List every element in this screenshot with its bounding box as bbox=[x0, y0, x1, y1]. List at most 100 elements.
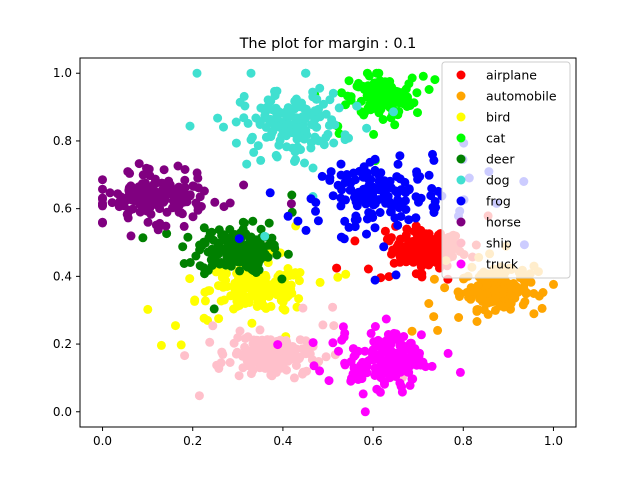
point-deer bbox=[213, 239, 223, 249]
legend-marker bbox=[456, 154, 466, 164]
legend-item-truck: truck bbox=[456, 257, 519, 272]
point-frog bbox=[328, 191, 338, 201]
legend-label: frog bbox=[486, 194, 511, 209]
point-horse bbox=[145, 203, 155, 213]
point-truck bbox=[385, 366, 395, 376]
point-airplane bbox=[420, 231, 430, 241]
point-ship bbox=[291, 361, 301, 370]
point-frog bbox=[433, 186, 443, 196]
point-horse bbox=[137, 202, 147, 212]
point-horse bbox=[239, 180, 249, 190]
point-dog bbox=[310, 115, 320, 125]
point-dog bbox=[300, 158, 309, 168]
point-automobile bbox=[407, 326, 417, 336]
point-horse bbox=[175, 199, 185, 209]
legend-label: automobile bbox=[486, 89, 557, 104]
point-horse bbox=[98, 184, 107, 194]
point-ship bbox=[248, 365, 258, 375]
point-deer bbox=[178, 242, 188, 252]
legend-marker bbox=[456, 217, 466, 227]
point-automobile bbox=[506, 299, 516, 308]
point-deer bbox=[272, 250, 282, 260]
point-frog bbox=[350, 215, 360, 225]
y-tick-label: 0.4 bbox=[53, 269, 72, 283]
point-dog bbox=[310, 106, 320, 116]
point-bird bbox=[214, 281, 223, 291]
point-truck bbox=[357, 368, 366, 377]
legend-label: deer bbox=[486, 152, 515, 167]
point-truck bbox=[399, 364, 409, 374]
point-ship bbox=[298, 367, 308, 377]
point-cat bbox=[409, 98, 419, 108]
point-horse bbox=[162, 207, 172, 217]
point-horse bbox=[179, 221, 189, 231]
point-frog bbox=[393, 220, 403, 230]
point-airplane bbox=[395, 257, 405, 267]
point-frog bbox=[313, 216, 323, 226]
point-dog bbox=[246, 68, 256, 78]
point-dog bbox=[329, 138, 339, 148]
point-frog bbox=[370, 275, 380, 285]
point-cat bbox=[393, 87, 402, 97]
point-dog bbox=[298, 111, 308, 121]
point-deer bbox=[251, 242, 261, 252]
point-frog bbox=[362, 170, 371, 180]
point-frog bbox=[283, 211, 293, 221]
legend-marker bbox=[456, 70, 466, 80]
y-tick-label: 0.0 bbox=[53, 405, 72, 419]
point-frog bbox=[317, 171, 327, 181]
point-truck bbox=[390, 352, 400, 362]
point-horse bbox=[182, 193, 192, 203]
point-cat bbox=[374, 68, 384, 78]
point-bird bbox=[241, 283, 251, 293]
point-frog bbox=[430, 197, 440, 206]
point-bird bbox=[265, 282, 275, 292]
legend-label: dog bbox=[486, 173, 510, 188]
point-deer bbox=[203, 247, 213, 257]
point-truck bbox=[375, 387, 385, 397]
legend-marker bbox=[456, 133, 466, 143]
point-horse bbox=[130, 191, 140, 201]
point-horse bbox=[151, 196, 161, 206]
point-dog bbox=[239, 113, 249, 123]
point-frog bbox=[293, 216, 303, 226]
point-dog bbox=[306, 138, 316, 148]
legend-marker bbox=[456, 175, 466, 185]
point-truck bbox=[324, 376, 334, 386]
point-ship bbox=[205, 337, 215, 347]
point-truck bbox=[370, 322, 380, 331]
point-dog bbox=[265, 96, 275, 106]
point-horse bbox=[98, 175, 107, 185]
point-horse bbox=[124, 183, 134, 193]
point-frog bbox=[311, 206, 320, 216]
point-airplane bbox=[421, 241, 431, 251]
point-deer bbox=[242, 251, 252, 261]
point-deer bbox=[269, 240, 279, 250]
point-horse bbox=[158, 179, 168, 188]
x-tick-label: 0.8 bbox=[454, 434, 473, 448]
point-truck bbox=[315, 366, 325, 376]
point-frog bbox=[342, 172, 352, 182]
point-horse bbox=[193, 173, 203, 183]
point-dog bbox=[255, 120, 265, 129]
point-dog bbox=[325, 95, 335, 105]
point-horse bbox=[173, 161, 183, 171]
point-bird bbox=[287, 288, 297, 298]
point-dog bbox=[256, 103, 266, 113]
point-horse bbox=[150, 174, 160, 184]
point-deer bbox=[199, 223, 209, 233]
point-bird bbox=[315, 277, 325, 287]
point-cat bbox=[368, 91, 378, 100]
point-ship bbox=[284, 341, 293, 351]
point-deer bbox=[210, 251, 220, 261]
point-truck bbox=[371, 342, 381, 352]
point-ship bbox=[321, 352, 331, 362]
point-frog bbox=[370, 199, 380, 209]
point-dog bbox=[251, 113, 261, 123]
point-ship bbox=[208, 321, 218, 331]
point-bird bbox=[200, 296, 210, 306]
point-ship bbox=[214, 364, 224, 373]
point-deer bbox=[217, 230, 227, 240]
legend-item-automobile: automobile bbox=[456, 89, 557, 104]
